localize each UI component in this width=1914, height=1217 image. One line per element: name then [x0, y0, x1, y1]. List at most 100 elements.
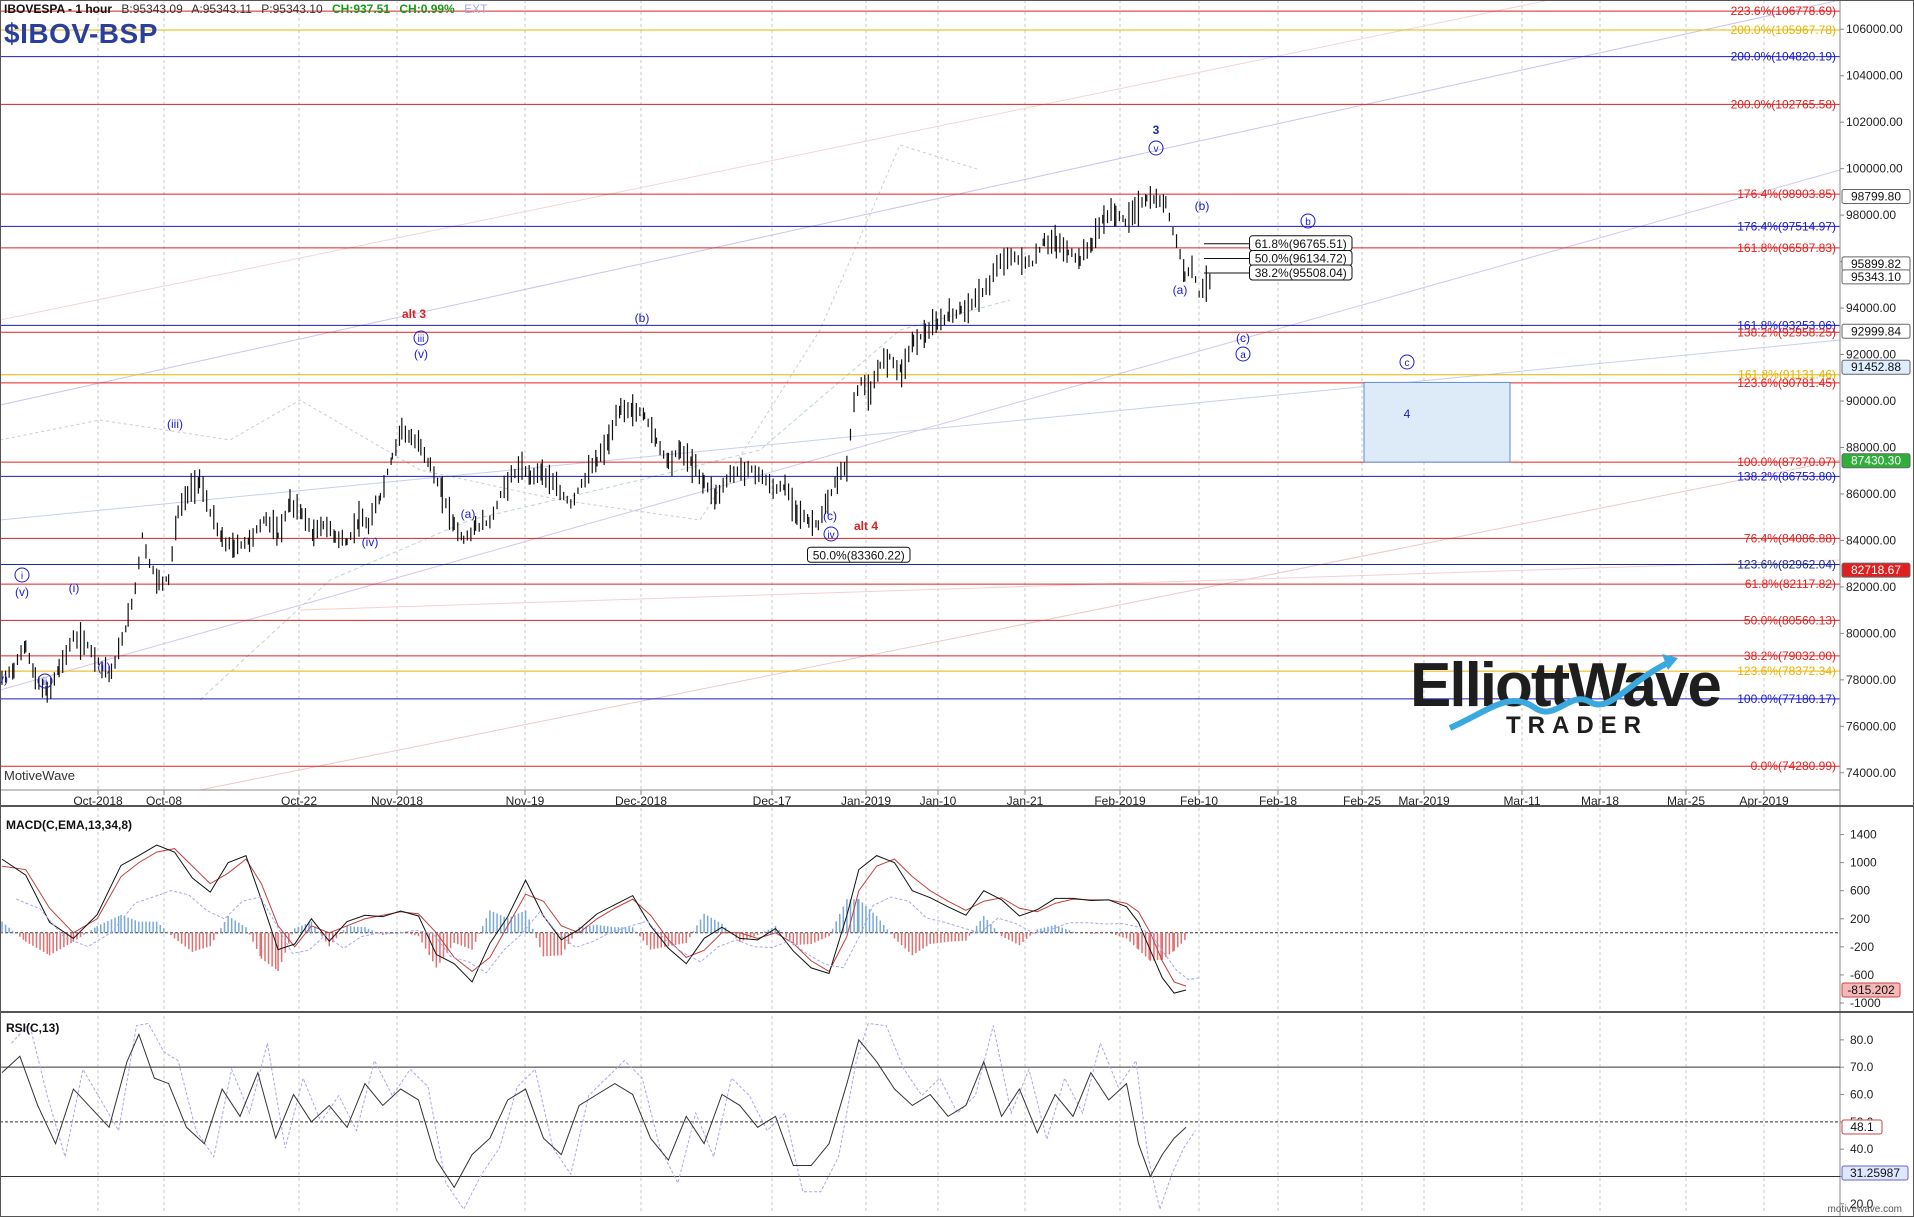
wave-label: (iv)	[362, 535, 379, 549]
wave-label: (a)	[1173, 283, 1188, 297]
axis-tick-label: 80.0	[1850, 1033, 1874, 1047]
wave-label-circle	[1300, 213, 1316, 229]
trend-channels	[0, 0, 1841, 791]
fib-label: 138.2%(92958.25)	[1737, 325, 1836, 339]
retracement-label: 38.2%(95508.04)	[1255, 266, 1347, 280]
axis-tick-label: 100000.00	[1846, 162, 1903, 176]
axis-tick-label: 600	[1850, 884, 1870, 898]
retracement-label: 61.8%(96765.51)	[1255, 237, 1347, 251]
date-tick-label: Nov-19	[506, 794, 545, 808]
logo-subtitle: TRADER	[1506, 712, 1648, 739]
date-tick-label: Feb-25	[1343, 794, 1381, 808]
fib-label: 161.8%(91131.46)	[1738, 368, 1836, 382]
symbol-watermark: $IBOV-BSP	[4, 18, 158, 49]
rsi-panel: 80.070.060.050.040.030.020.048.131.25987	[0, 1022, 1909, 1212]
rsi-value-label: 48.1	[1850, 1120, 1874, 1134]
date-tick-label: Oct-08	[146, 794, 182, 808]
axis-tick-label: -200	[1850, 940, 1874, 954]
last-price: P:95343.10	[261, 2, 323, 16]
wave-label: 4	[1404, 407, 1411, 421]
moving-average	[199, 299, 1011, 701]
fib-label: 100.0%(87370.07)	[1737, 455, 1836, 469]
wave-label-circle	[1399, 354, 1415, 370]
fib-label: 223.6%(106778.69)	[1731, 4, 1836, 18]
wave-label: 3	[1153, 123, 1160, 137]
price-badge	[1841, 562, 1911, 578]
change-percent: CH:0.99%	[399, 2, 455, 16]
wave-4-target-zone	[1363, 381, 1511, 463]
trend-line	[0, 0, 1552, 321]
elliottwave-trader-logo: ElliottWave TRADER	[1410, 650, 1722, 746]
rsi-signal-line	[11, 1022, 1196, 1212]
wave-label: alt 3	[402, 307, 426, 321]
axis-tick-label: 76000.00	[1846, 719, 1896, 733]
wave-label-circle	[413, 330, 429, 346]
wave-label: (c)	[823, 509, 837, 523]
price-badge-label: 95899.82	[1851, 257, 1901, 271]
axis-tick-label: 1000	[1850, 856, 1877, 870]
axis-tick-label: 82000.00	[1846, 580, 1896, 594]
date-tick-label: Dec-2018	[615, 794, 667, 808]
trend-line	[199, 459, 1841, 791]
axis-tick-label: 70.0	[1850, 1060, 1874, 1074]
chart-title: IBOVESPA - 1 hour	[4, 2, 113, 16]
axis-tick-label: 102000.00	[1846, 115, 1903, 129]
envelope-line	[0, 144, 981, 521]
date-tick-label: Nov-2018	[371, 794, 423, 808]
wave-label-circle	[1235, 346, 1251, 362]
fib-label: 161.8%(93253.06)	[1737, 318, 1836, 332]
wave-label: i	[21, 571, 23, 582]
fib-label: 100.0%(77180.17)	[1737, 692, 1836, 706]
chart-header: IBOVESPA - 1 hour B:95343.09 A:95343.11 …	[4, 2, 493, 16]
grid-lines	[97, 0, 1765, 1212]
trend-line	[0, 0, 1841, 406]
wave-label: (a)	[461, 507, 476, 521]
fibonacci-levels: 223.6%(106778.69) 200.0%(105967.78) 200.0%…	[0, 4, 1840, 773]
fib-label: 200.0%(104820.19)	[1731, 50, 1836, 64]
change-value: CH:937.51	[332, 2, 391, 16]
rsi-signal-label: 31.25987	[1850, 1166, 1900, 1180]
date-tick-label: Dec-17	[753, 794, 792, 808]
bid-price: B:95343.09	[121, 2, 183, 16]
date-tick-label: Mar-18	[1581, 794, 1619, 808]
fib-label: 38.2%(79032.00)	[1744, 649, 1836, 663]
price-badge-label: 91452.88	[1851, 360, 1901, 374]
macd-value-label: -815.202	[1847, 983, 1895, 997]
date-tick-label: Oct-22	[281, 794, 317, 808]
motivewave-watermark: MotiveWave	[4, 768, 76, 783]
wave-arrow-icon	[1448, 654, 1678, 731]
price-badge-label: 95343.10	[1851, 270, 1901, 284]
axis-tick-label: 40.0	[1850, 1142, 1874, 1156]
axis-tick-label: 200	[1850, 912, 1870, 926]
trend-line	[299, 559, 1841, 611]
target-box	[1363, 381, 1511, 463]
retracement-levels: 61.8%(96765.51)50.0%(96134.72)38.2%(9550…	[807, 235, 1353, 563]
fib-label: 161.8%(96587.83)	[1737, 241, 1836, 255]
macd-value-badge	[1841, 982, 1901, 998]
wave-label: (b)	[1195, 199, 1210, 213]
macd-fast-line	[16, 890, 1201, 981]
wave-label: iv	[827, 530, 834, 541]
ext-toggle[interactable]: EXT	[464, 2, 488, 16]
date-tick-label: Apr-2019	[1739, 794, 1789, 808]
axis-tick-label: 60.0	[1850, 1088, 1874, 1102]
wave-label: (c)	[1236, 331, 1250, 345]
retracement-label: 50.0%(96134.72)	[1255, 251, 1347, 265]
date-tick-label: Feb-10	[1180, 794, 1218, 808]
rsi-title: RSI(C,13)	[6, 1021, 60, 1035]
wave-label-circle	[1148, 140, 1164, 156]
wave-label: ii	[43, 677, 47, 688]
ask-price: A:95343.11	[191, 2, 252, 16]
axis-tick-label: 92000.00	[1846, 348, 1896, 362]
fib-label: 123.6%(82962.04)	[1737, 558, 1836, 572]
price-axis: 74000.00 76000.00 78000.00 80000.00 82000.00…	[1839, 0, 1911, 1217]
macd-line	[1, 844, 1187, 994]
macd-signal-line	[1, 848, 1187, 987]
axis-tick-label: 106000.00	[1846, 22, 1903, 36]
fib-label: 61.8%(82117.82)	[1745, 577, 1836, 591]
retracement-label: 50.0%(83360.22)	[813, 548, 905, 562]
retracement-box	[807, 546, 911, 563]
fib-label: 200.0%(105967.78)	[1731, 23, 1836, 37]
axis-tick-label: 84000.00	[1846, 533, 1896, 547]
